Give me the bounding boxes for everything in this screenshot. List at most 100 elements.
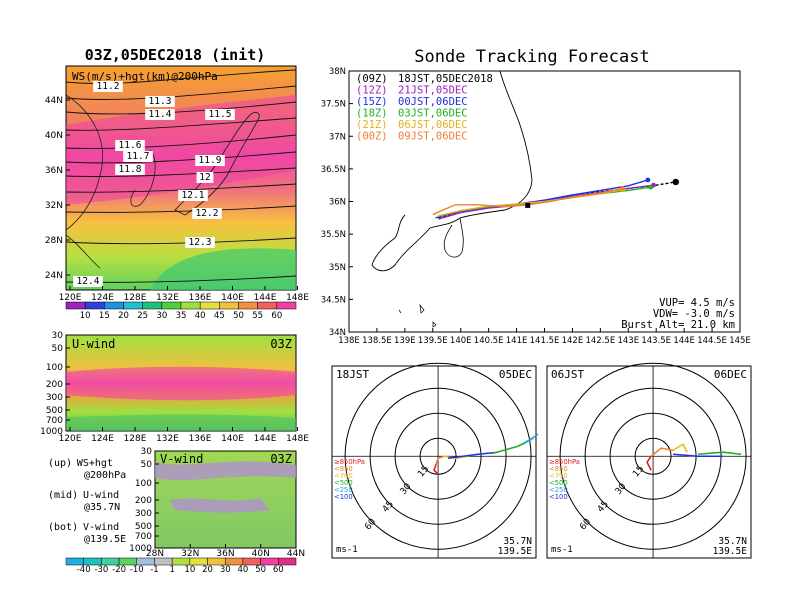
v-x-tick-label: 32N	[181, 549, 199, 559]
v-y-tick-label: 30	[141, 447, 153, 457]
track-series	[432, 177, 679, 220]
colorbar-label: 10	[80, 311, 91, 321]
v-wind-label: V-wind	[160, 452, 203, 466]
hodograph-level: ≥850hPa	[334, 458, 365, 466]
contour-label-box	[115, 140, 145, 151]
hodograph-time: 06JST	[551, 368, 584, 381]
colorbar-label: 50	[255, 565, 266, 575]
colorbar-swatch	[189, 557, 208, 566]
legend-code: (12Z)	[356, 85, 388, 97]
contour-label-box	[145, 96, 175, 107]
colorbar-swatch	[101, 557, 120, 566]
legend-time: 21JST,05DEC	[398, 85, 468, 97]
colorbar-swatch	[154, 557, 173, 566]
note-text: @139.5E	[84, 534, 126, 545]
u-x-tick-label: 144E	[254, 434, 277, 444]
launch-marker	[525, 202, 531, 208]
hodograph-level: <250	[549, 486, 568, 494]
contour-label: 11.7	[127, 151, 150, 162]
lon-tick-label: 148E	[286, 293, 309, 303]
note-text: @35.7N	[84, 502, 120, 513]
wind-colorbar: -40 -30 -20 -10 -1 1 10 20 30 40 50 60	[65, 557, 297, 575]
lat-tick-label: 24N	[45, 271, 63, 281]
hodograph-level: <850	[334, 465, 353, 473]
contour-label-box	[195, 155, 225, 166]
colorbar-label: -20	[112, 565, 126, 575]
u-x-tick-label: 140E	[221, 434, 244, 444]
contour-label-box	[178, 190, 208, 201]
colorbar-label: 10	[184, 565, 195, 575]
colorbar-label: 40	[238, 565, 249, 575]
lon-tick-label: 124E	[91, 293, 114, 303]
hodograph-lon: 139.5E	[713, 546, 748, 557]
contour-label: 11.2	[97, 81, 120, 92]
track-y-tick-label: 34.5N	[321, 295, 346, 305]
ws-map-axes: 44N 40N 36N 32N 28N 24N 120E 124E 128E 132E 136E 14…	[45, 96, 309, 303]
colorbar-swatch	[83, 557, 102, 566]
hodograph-time: 18JST	[336, 368, 369, 381]
legend-time: 03JST,06DEC	[398, 108, 468, 120]
hodograph-trace	[522, 433, 539, 445]
u-x-tick-label: 124E	[91, 434, 114, 444]
lat-tick-label: 28N	[45, 236, 63, 246]
burst-text: Burst Alt= 21.0 km	[621, 319, 735, 331]
colorbar-label: 50	[233, 311, 244, 321]
hodograph-trace	[698, 451, 742, 456]
colorbar-label: 55	[252, 311, 263, 321]
contour-label-box	[205, 109, 235, 120]
u-y-tick-label: 200	[46, 380, 63, 390]
colorbar-swatch	[171, 557, 191, 566]
contour-label-box	[185, 237, 215, 248]
contour-label: 11.5	[209, 109, 232, 120]
track-y-tick-label: 34N	[329, 328, 346, 338]
u-x-tick-label: 120E	[59, 434, 82, 444]
init-title: 03Z,05DEC2018 (init)	[85, 46, 266, 64]
track-x-tick-label: 140E	[450, 336, 472, 346]
track-y-tick-label: 37.5N	[321, 100, 346, 110]
legend-time: 06JST,06DEC	[398, 119, 468, 131]
u-y-tick-label: 300	[46, 393, 63, 403]
contour-label: 12.3	[189, 237, 212, 248]
hodograph-trace	[673, 453, 724, 458]
colorbar-swatch	[278, 557, 297, 566]
v-y-tick-label: 700	[135, 532, 152, 542]
lat-tick-label: 40N	[45, 131, 63, 141]
sonde-info: VUP= 4.5 m/s VDW= -3.0 m/s Burst Alt= 21…	[621, 297, 735, 331]
legend-time: 09JST,06DEC	[398, 131, 468, 143]
colorbar-label: 30	[156, 311, 167, 321]
lat-tick-label: 44N	[45, 96, 63, 106]
v-y-tick-label: 100	[135, 479, 152, 489]
contour-label: 11.3	[149, 96, 172, 107]
hodograph-level: <700	[549, 472, 568, 480]
note-text: WS+hgt	[77, 458, 113, 469]
colorbar-label: 1	[169, 565, 174, 575]
colorbar-swatch	[65, 557, 84, 566]
contour-label: 12.4	[77, 276, 100, 287]
u-y-tick-label: 100	[46, 363, 63, 373]
colorbar-swatch	[242, 557, 261, 566]
colorbar-label: 15	[99, 311, 110, 321]
contour-label-box	[192, 208, 222, 219]
colorbar-swatch	[136, 557, 155, 566]
colorbar-swatch	[104, 301, 124, 310]
colorbar-swatch	[161, 301, 182, 310]
colorbar-label: -30	[94, 565, 108, 575]
vdw-text: VDW= -3.0 m/s	[653, 308, 735, 320]
v-x-tick-label: 40N	[252, 549, 270, 559]
note-text: V-wind	[83, 522, 119, 533]
track-x-tick-label: 138.5E	[362, 336, 392, 346]
hodograph-trace	[650, 447, 674, 457]
legend-time: 00JST,06DEC	[398, 96, 468, 108]
colorbar-label: -40	[77, 565, 91, 575]
colorbar-swatch	[257, 301, 278, 310]
colorbar-label: 20	[202, 565, 213, 575]
note-text: U-wind	[83, 490, 119, 501]
hodograph-level: <500	[334, 479, 353, 487]
colorbar-swatch	[238, 301, 258, 310]
contour-label: 11.8	[119, 164, 142, 175]
v-y-tick-label: 300	[135, 509, 152, 519]
track-x-tick-label: 139.5E	[418, 336, 448, 346]
